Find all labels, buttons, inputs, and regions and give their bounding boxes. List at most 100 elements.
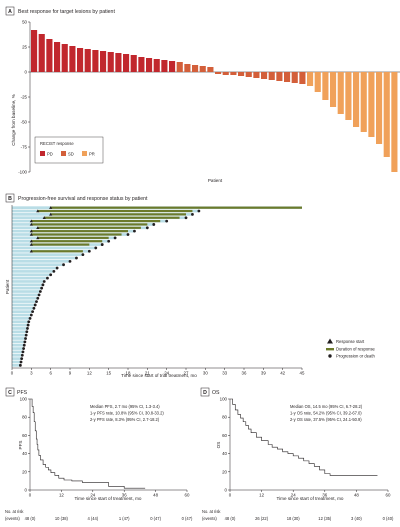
legend-box [34,136,104,164]
panel-a-bar [238,72,245,76]
panel-b-legend: Response start Duration of response Prog… [326,338,376,359]
panel-a-bar [130,55,137,72]
panel-a-bar [100,51,107,72]
panel-d-risk-header: No. at risk [202,509,221,514]
panel-a-bar [299,72,306,84]
panel-b-pfs-bar [12,306,34,310]
panel-b-xtick-label: 18 [126,371,131,376]
panel-a-ytick-label: 0 [25,70,28,75]
panel-b-xtick-label: 30 [203,371,208,376]
panel-b-response-duration [31,243,90,246]
panel-b-progression-marker [26,327,29,330]
panel-c-axes: 0 20 40 60 80 100 0 12 24 36 48 60 [20,397,190,498]
panel-b-progression-marker [133,229,136,233]
panel-b-progression-marker [19,360,23,364]
panel-b-pfs-bar [12,357,22,360]
panel-c: C PFS 0 20 40 60 80 100 0 12 24 36 48 60 PFS Time s… [5,387,193,521]
panel-b-progression-marker [68,259,72,263]
panel-d: D OS 0 20 40 60 80 100 0 12 24 36 48 60 OS Time sin… [200,387,394,521]
panel-c-risk-events: (events) [5,516,20,521]
panel-a-bar [31,30,38,72]
panel-b-progression-marker [24,333,28,337]
panel-b-progression-marker [145,226,149,230]
panel-a-bar [261,72,268,79]
panel-a-bar [69,46,76,72]
panel-d-axes: 0 20 40 60 80 100 0 12 24 36 48 60 [220,397,391,498]
panel-b-pfs-bar [12,266,58,270]
panel-a-letter-box [5,6,15,16]
panel-b-progression-marker [26,323,30,327]
panel-a-bar [268,72,275,80]
panel-b-progression-marker [107,239,111,243]
panel-b-pfs-bar [12,320,29,324]
panel-a-legend: RECIST response PD SD PR [34,136,104,164]
panel-b-ylabel: Patient [5,279,10,294]
panel-b-progression-marker [100,243,104,246]
panel-d-1y-rate: 1-y OS rate, 54.2% (95% CI, 39.2-67.0) [290,411,362,416]
panel-c-1y-rate: 1-y PFS rate, 10.8% (95% CI, 30.8-33.2) [90,411,164,416]
km-risk-value: 0 (40) [383,516,394,521]
km-ytick-label: 40 [22,451,27,456]
panel-b-pfs-bar [12,296,38,300]
km-risk-value: 3 (40) [351,516,362,521]
km-ytick-label: 40 [222,451,227,456]
panel-b-response-duration [31,233,122,236]
legend-swatch-sd [61,151,66,156]
km-risk-value: 48 (0) [225,516,236,521]
km-xtick-label: 48 [153,493,158,498]
panel-a-ytick-label: 25 [22,45,27,50]
panel-a-ytick-label: -25 [21,95,28,100]
panel-b-pfs-bar [12,293,40,297]
panel-d-risk-table: 48 (0) 26 (22) 18 (30) 12 (35) 3 (40) 0 (40) [225,516,394,521]
legend-progression-label: Progression or death [336,354,376,359]
km-ytick-label: 20 [22,469,27,474]
panel-b-progression-marker [23,340,27,344]
panel-b-progression-marker [20,357,24,361]
km-ytick-label: 0 [225,488,228,493]
panel-a-bar [46,39,53,72]
panel-d-km-curve [230,398,378,476]
panel-b-xtick-label: 36 [242,371,247,376]
panel-c-xlabel: Time since start of treatment, mo [75,496,142,501]
panel-a-ytick-label: -100 [18,170,27,175]
panel-b-pfs-bar [12,350,23,354]
km-xtick-label: 12 [59,493,64,498]
panel-a-bar [222,72,229,75]
panel-a-bar [169,61,176,72]
panel-b-xtick-label: 15 [106,371,111,376]
panel-b-xtick-label: 12 [87,371,92,376]
panel-a-bar [230,72,237,75]
km-ytick-label: 80 [22,415,27,420]
panel-b-progression-marker [113,236,117,240]
panel-b-progression-marker [28,316,32,320]
panel-a-bar [276,72,283,81]
panel-b-pfs-bar [12,263,64,267]
panel-b-progression-marker [81,253,85,257]
panel-a-bar [284,72,291,82]
panel-b-xtick-label: 27 [184,371,189,376]
panel-b-response-start-marker [42,216,46,219]
panel-b-pfs-bar [12,246,96,250]
panel-a-bar [253,72,260,78]
panel-a-bar [123,54,130,72]
panel-a-bar [291,72,298,83]
panel-b-progression-marker [40,286,44,290]
panel-b-response-duration [44,216,180,219]
panel-b-pfs-bar [12,317,31,320]
panel-b-xtick-label: 33 [222,371,227,376]
legend-response-start-label: Response start [336,339,365,344]
panel-b-pfs-bar [12,290,41,293]
panel-b-xtick-label: 42 [280,371,285,376]
panel-b-response-duration [50,206,302,209]
panel-a-bar [192,65,199,72]
panel-a-bar [368,72,375,137]
km-xtick-label: 60 [386,493,391,498]
km-xtick-label: 36 [322,493,327,498]
panel-b-progression-marker [32,306,36,310]
panel-a-bar [353,72,360,127]
panel-c-km-curve [30,398,146,489]
panel-b-response-duration [31,219,161,223]
panel-a-bar [92,50,99,72]
panel-a-bar [115,53,122,72]
panel-a-bar [330,72,337,107]
